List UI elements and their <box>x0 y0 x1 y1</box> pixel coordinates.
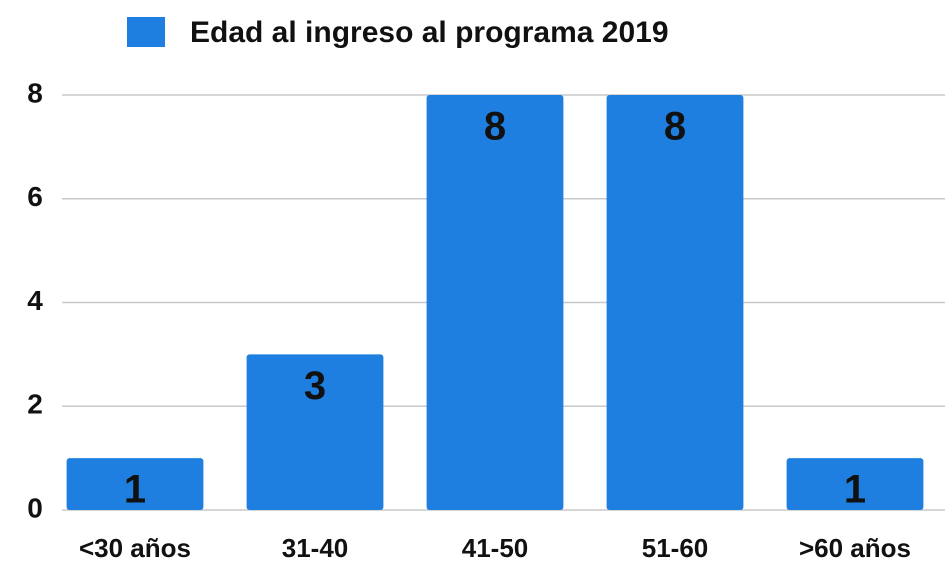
bar <box>66 458 204 510</box>
x-tick-label: 41-50 <box>462 533 529 563</box>
data-label: 1 <box>124 468 146 512</box>
data-label: 8 <box>664 105 686 149</box>
bar <box>246 354 384 510</box>
x-tick-label: 51-60 <box>642 533 709 563</box>
bar <box>426 95 564 510</box>
y-tick-label: 6 <box>27 181 43 212</box>
y-tick-label: 0 <box>27 492 43 523</box>
data-label: 3 <box>304 364 326 408</box>
legend-label: Edad al ingreso al programa 2019 <box>190 16 669 49</box>
bar <box>786 458 924 510</box>
y-tick-label: 2 <box>27 389 43 420</box>
x-tick-label: 31-40 <box>282 533 349 563</box>
legend-swatch <box>127 17 165 47</box>
data-label: 1 <box>844 468 866 512</box>
bar <box>606 95 744 510</box>
x-tick-label: <30 años <box>79 533 191 563</box>
y-tick-label: 8 <box>27 77 43 108</box>
y-tick-label: 4 <box>27 285 43 316</box>
data-label: 8 <box>484 105 506 149</box>
x-tick-label: >60 años <box>799 533 911 563</box>
